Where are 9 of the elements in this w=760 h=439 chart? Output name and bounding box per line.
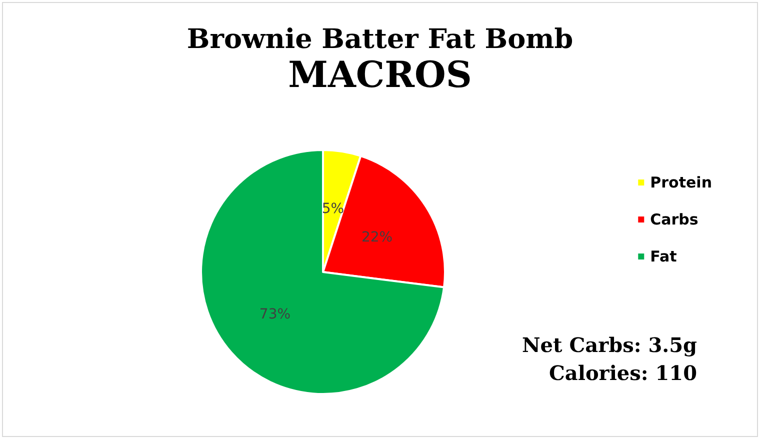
legend-label: Protein [650, 174, 712, 192]
legend-label: Fat [650, 248, 677, 266]
data-label: 73% [259, 306, 291, 322]
chart-title: Brownie Batter Fat Bomb [186, 24, 574, 55]
legend-label: Carbs [650, 210, 698, 228]
chart-subtitle: MACROS [288, 54, 472, 96]
text: Net Carbs: 3.5g [522, 333, 698, 357]
text: Calories: 110 [548, 361, 698, 385]
data-label: 22% [361, 230, 393, 246]
